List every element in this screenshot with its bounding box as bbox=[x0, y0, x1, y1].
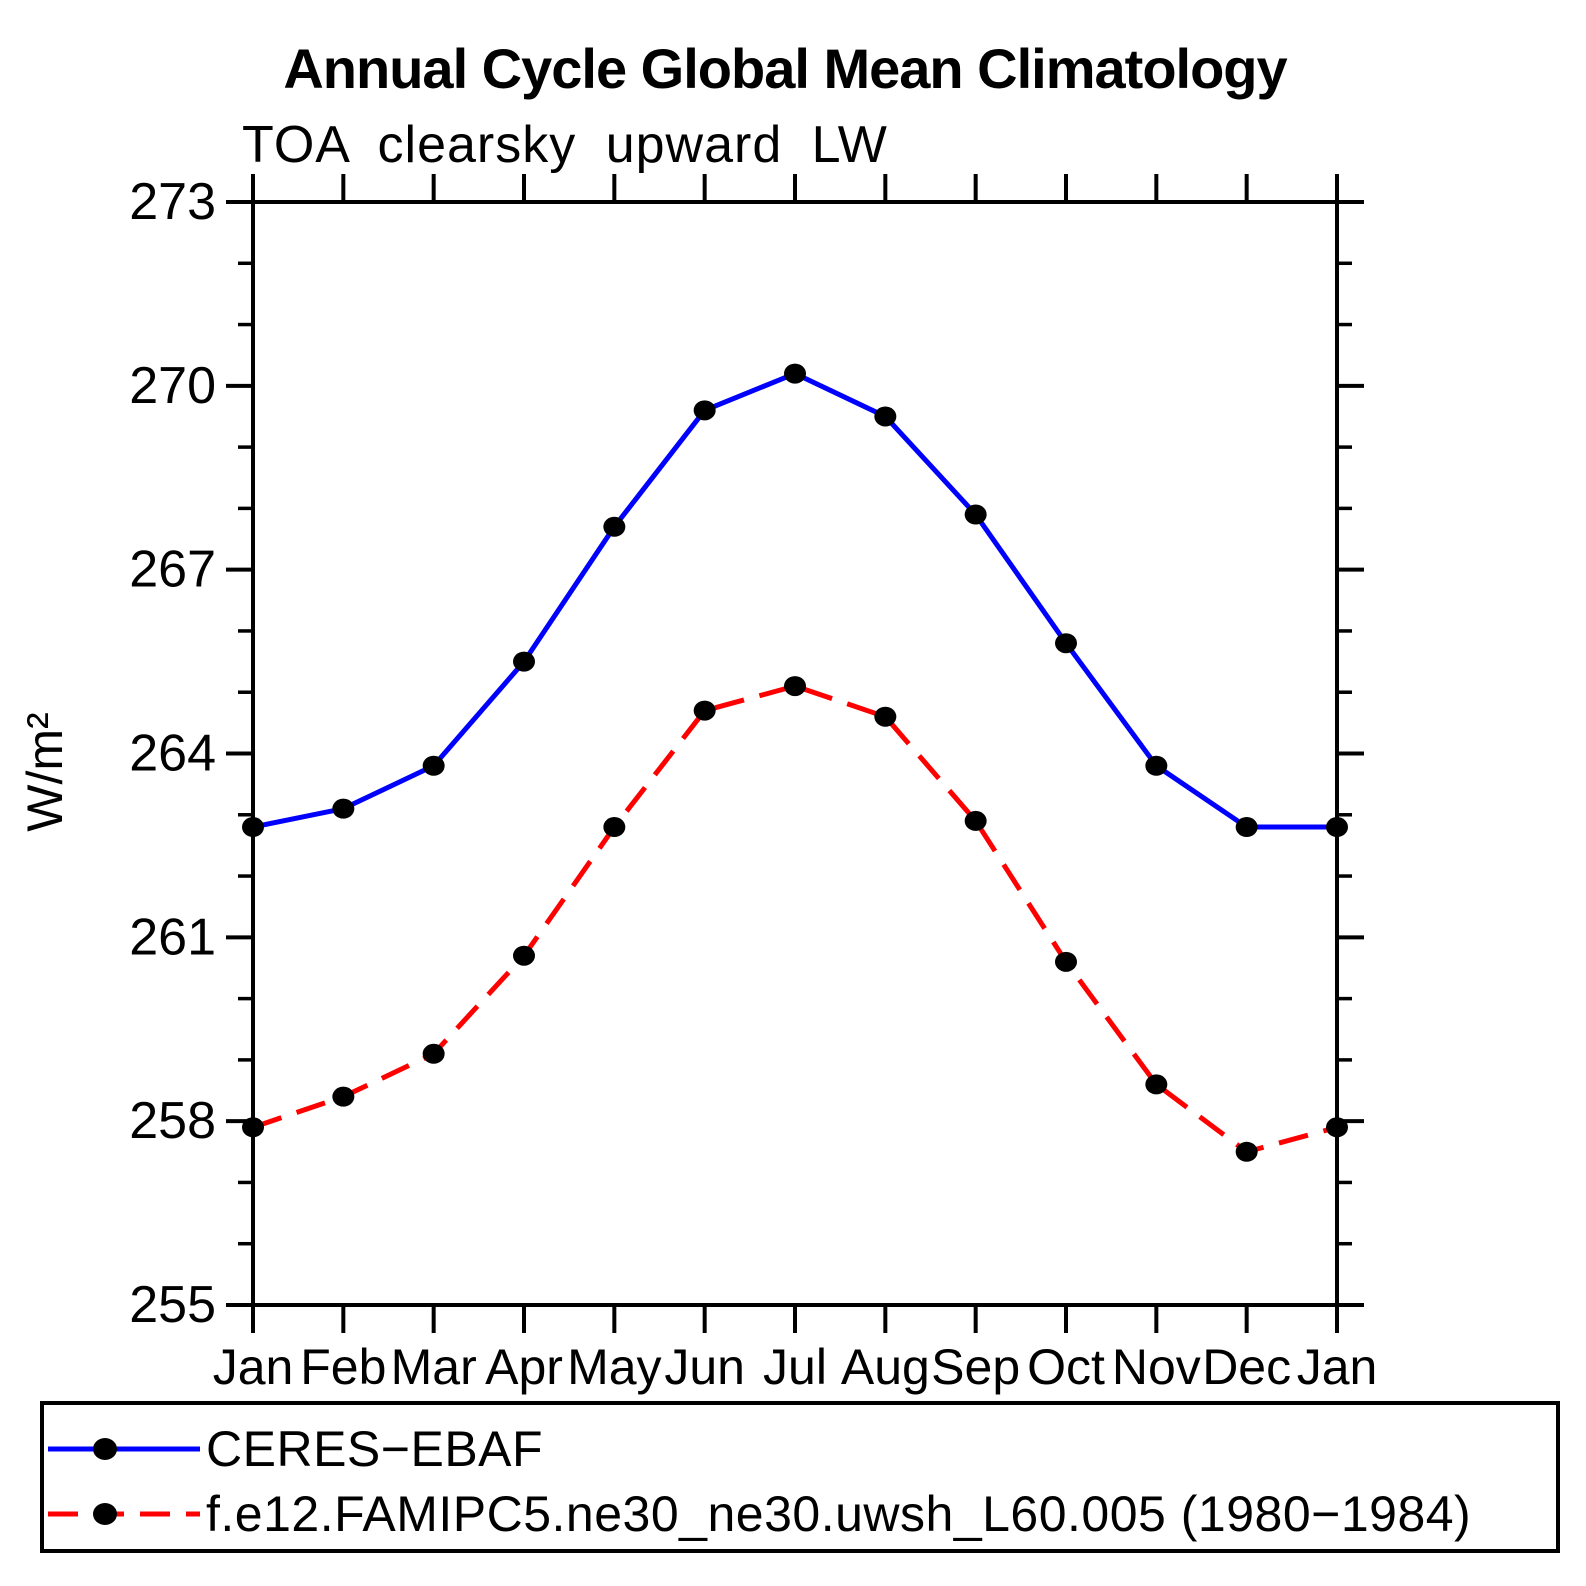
data-point bbox=[603, 817, 626, 838]
legend-label-model: f.e12.FAMIPC5.ne30_ne30.uwsh_L60.005 (19… bbox=[206, 1486, 1471, 1542]
data-point bbox=[1145, 755, 1168, 776]
y-tick-label: 261 bbox=[129, 908, 216, 966]
x-tick-label: Aug bbox=[841, 1339, 930, 1395]
data-point bbox=[332, 798, 355, 819]
x-tick-label: Nov bbox=[1112, 1339, 1201, 1395]
y-tick-label: 258 bbox=[129, 1092, 216, 1150]
legend-sample-marker bbox=[93, 1503, 117, 1525]
data-point bbox=[332, 1086, 355, 1107]
data-point bbox=[693, 700, 716, 721]
data-point bbox=[1326, 817, 1348, 838]
data-point bbox=[784, 676, 806, 697]
chart-subtitle: TOA clearsky upward LW bbox=[242, 116, 888, 174]
data-point bbox=[1145, 1074, 1168, 1095]
legend: CERES−EBAF f.e12.FAMIPC5.ne30_ne30.uwsh_… bbox=[40, 1401, 1560, 1553]
series-line-1 bbox=[252, 683, 1338, 1155]
chart-title: Annual Cycle Global Mean Climatology bbox=[283, 37, 1287, 100]
x-tick-label: Mar bbox=[391, 1339, 477, 1395]
y-axis-label: W/m² bbox=[17, 712, 73, 831]
y-tick-label: 255 bbox=[129, 1276, 216, 1334]
x-tick-label: Jan bbox=[1297, 1339, 1378, 1395]
data-point bbox=[242, 1117, 264, 1138]
data-point bbox=[1055, 951, 1077, 972]
data-point bbox=[513, 651, 535, 672]
legend-sample-marker bbox=[93, 1438, 117, 1460]
y-tick-label: 267 bbox=[129, 541, 216, 599]
data-point bbox=[784, 363, 806, 384]
x-tick-label: Jun bbox=[664, 1339, 745, 1395]
data-point bbox=[964, 504, 987, 525]
legend-label-observation: CERES−EBAF bbox=[206, 1421, 543, 1477]
y-tick-label: 264 bbox=[129, 725, 216, 783]
data-point bbox=[693, 400, 716, 421]
data-point bbox=[1235, 817, 1258, 838]
y-tick-label: 270 bbox=[129, 357, 216, 415]
data-point bbox=[603, 516, 626, 537]
data-series bbox=[242, 363, 1348, 1162]
y-tick-label: 273 bbox=[129, 173, 216, 231]
legend-box bbox=[40, 1401, 1560, 1553]
x-tick-label: Jan bbox=[213, 1339, 294, 1395]
legend-samples bbox=[48, 1438, 200, 1525]
x-tick-label: Dec bbox=[1202, 1339, 1291, 1395]
data-point bbox=[422, 1043, 445, 1064]
data-point bbox=[513, 945, 535, 966]
data-point bbox=[242, 817, 264, 838]
x-tick-label: Sep bbox=[931, 1339, 1020, 1395]
x-tick-label: Jul bbox=[763, 1339, 827, 1395]
data-point bbox=[874, 706, 897, 727]
x-tick-label: Oct bbox=[1027, 1339, 1105, 1395]
data-point bbox=[1055, 633, 1077, 654]
series-line-0 bbox=[252, 370, 1337, 830]
data-point bbox=[1326, 1117, 1348, 1138]
x-tick-label: Feb bbox=[300, 1339, 386, 1395]
x-tick-label: Apr bbox=[485, 1339, 563, 1395]
data-point bbox=[874, 406, 897, 427]
x-tick-label: May bbox=[567, 1339, 661, 1395]
data-point bbox=[964, 810, 987, 831]
data-point bbox=[422, 755, 445, 776]
data-point bbox=[1235, 1141, 1258, 1162]
